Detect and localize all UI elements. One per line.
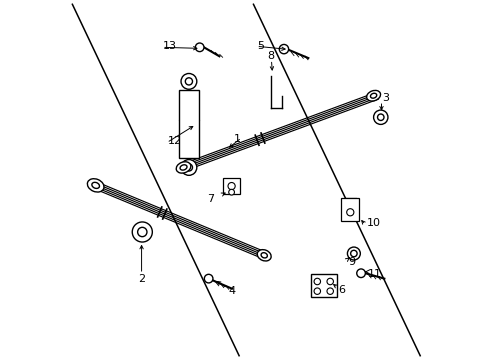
Ellipse shape xyxy=(176,162,190,173)
Circle shape xyxy=(181,73,196,89)
Text: 11: 11 xyxy=(367,269,381,279)
Ellipse shape xyxy=(261,253,267,258)
Text: 8: 8 xyxy=(266,51,273,61)
Circle shape xyxy=(356,269,365,278)
Circle shape xyxy=(346,247,360,260)
Circle shape xyxy=(313,278,320,285)
Bar xyxy=(341,198,359,221)
Circle shape xyxy=(227,183,235,190)
Text: 10: 10 xyxy=(366,218,380,228)
Text: 12: 12 xyxy=(167,136,181,145)
Circle shape xyxy=(228,189,234,195)
Text: 7: 7 xyxy=(206,194,214,204)
Ellipse shape xyxy=(366,90,380,101)
Bar xyxy=(178,90,199,158)
Circle shape xyxy=(204,274,212,283)
Circle shape xyxy=(313,288,320,294)
Ellipse shape xyxy=(92,182,99,188)
Ellipse shape xyxy=(257,249,271,261)
Text: 2: 2 xyxy=(138,274,145,284)
Circle shape xyxy=(326,288,333,294)
Text: 6: 6 xyxy=(338,285,345,296)
Ellipse shape xyxy=(370,93,376,98)
Text: 9: 9 xyxy=(347,257,354,267)
Text: 5: 5 xyxy=(257,41,264,50)
Text: 1: 1 xyxy=(233,135,241,144)
Circle shape xyxy=(377,114,383,121)
Bar xyxy=(310,274,336,297)
Bar xyxy=(223,178,240,194)
Circle shape xyxy=(350,250,356,257)
Circle shape xyxy=(373,110,387,125)
Circle shape xyxy=(181,159,196,175)
Circle shape xyxy=(346,209,353,216)
Text: 13: 13 xyxy=(163,41,176,50)
Ellipse shape xyxy=(87,179,104,192)
Circle shape xyxy=(195,43,203,51)
Ellipse shape xyxy=(180,165,186,170)
Text: 4: 4 xyxy=(228,286,235,296)
Circle shape xyxy=(132,222,152,242)
Circle shape xyxy=(185,78,192,85)
Circle shape xyxy=(137,227,147,237)
Text: 3: 3 xyxy=(382,93,389,103)
Circle shape xyxy=(185,164,192,171)
Circle shape xyxy=(326,278,333,285)
Circle shape xyxy=(279,44,288,54)
